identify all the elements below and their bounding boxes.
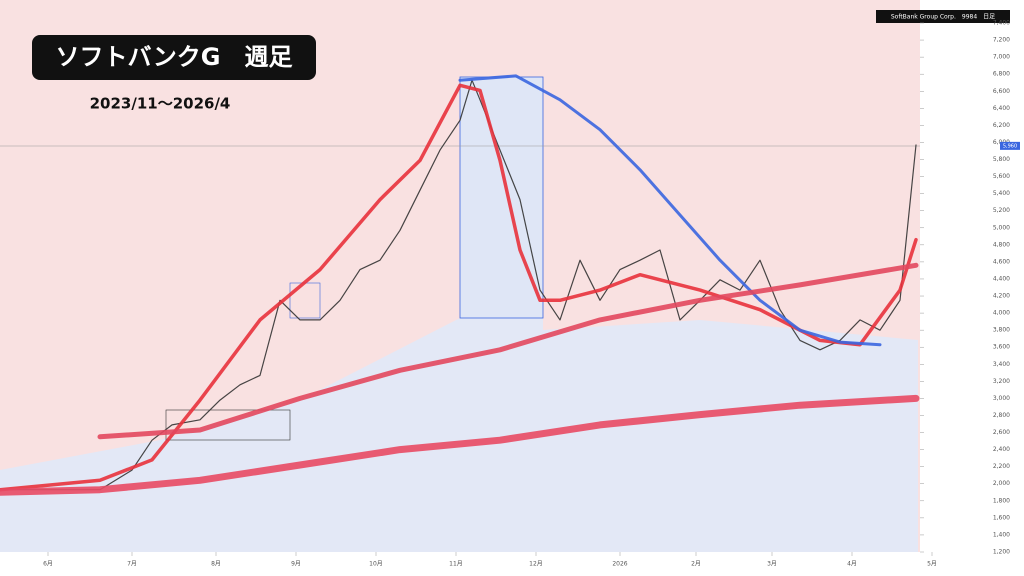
y-tick-label: 7,200: [993, 37, 1010, 44]
y-tick-label: 5,600: [993, 173, 1010, 180]
y-tick-label: 5,200: [993, 207, 1010, 214]
y-tick-label: 6,800: [993, 71, 1010, 78]
y-tick-label: 1,600: [993, 514, 1010, 521]
y-tick-label: 4,400: [993, 275, 1010, 282]
y-tick-label: 6,600: [993, 88, 1010, 95]
x-tick-label: 9月: [291, 561, 301, 568]
range-box: [459, 76, 544, 319]
y-tick-label: 4,000: [993, 310, 1010, 317]
y-tick-label: 5,400: [993, 190, 1010, 197]
y-tick-label: 6,200: [993, 122, 1010, 129]
price-line-series: [0, 394, 920, 496]
price-line-series: [458, 74, 882, 347]
subtitle: 2023/11〜2026/4: [90, 95, 231, 113]
y-tick-label: 3,600: [993, 344, 1010, 351]
y-tick-label: 7,400: [993, 20, 1010, 27]
y-tick-label: 2,600: [993, 429, 1010, 436]
y-tick-label: 3,200: [993, 378, 1010, 385]
y-tick-label: 1,800: [993, 497, 1010, 504]
x-tick-label: 10月: [369, 561, 383, 568]
x-tick-label: 2月: [691, 561, 701, 568]
price-line-series: [97, 262, 919, 440]
x-tick-label: 3月: [767, 561, 777, 568]
y-tick-label: 1,400: [993, 531, 1010, 538]
x-tick-label: 12月: [529, 561, 543, 568]
title-box: [32, 35, 316, 80]
x-tick-label: 5月: [927, 561, 937, 568]
x-tick-label: 7月: [127, 561, 137, 568]
y-tick-label: 3,000: [993, 395, 1010, 402]
price-axis-panel: [920, 0, 1024, 576]
y-tick-label: 7,000: [993, 54, 1010, 61]
time-axis-panel: [0, 552, 920, 576]
y-tick-label: 4,200: [993, 293, 1010, 300]
price-line-series: [0, 79, 917, 491]
x-tick-label: 2026: [612, 561, 627, 568]
y-tick-label: 4,600: [993, 258, 1010, 265]
range-box: [165, 409, 291, 441]
x-tick-label: 8月: [211, 561, 221, 568]
y-tick-label: 5,000: [993, 224, 1010, 231]
last-price-tag: [1000, 141, 1020, 150]
lower-zone: [0, 77, 918, 552]
y-tick-label: 2,200: [993, 463, 1010, 470]
symbol-label: SoftBank Group Corp. 9984 日足: [891, 14, 995, 21]
title: ソフトバンクG 週足: [56, 43, 293, 71]
x-tick-label: 4月: [847, 561, 857, 568]
x-tick-label: 11月: [449, 561, 463, 568]
price-line-series: [0, 83, 918, 492]
y-tick-label: 6,400: [993, 105, 1010, 112]
y-tick-label: 2,800: [993, 412, 1010, 419]
y-tick-label: 3,400: [993, 361, 1010, 368]
last-price-label: 5,960: [1003, 143, 1017, 149]
y-tick-label: 2,400: [993, 446, 1010, 453]
y-tick-label: 5,800: [993, 156, 1010, 163]
y-tick-label: 4,800: [993, 241, 1010, 248]
symbol-box: [876, 10, 1010, 23]
y-tick-label: 3,800: [993, 327, 1010, 334]
y-tick-label: 1,200: [993, 549, 1010, 556]
x-tick-label: 6月: [43, 561, 53, 568]
y-tick-label: 2,000: [993, 480, 1010, 487]
